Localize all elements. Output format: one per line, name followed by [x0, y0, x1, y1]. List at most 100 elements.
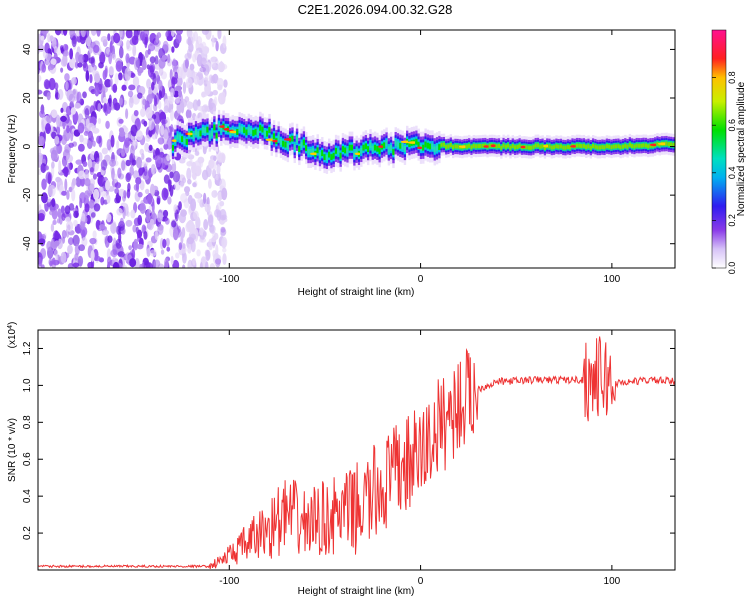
signal-band-cell: [279, 139, 283, 145]
noise-speckle: [223, 79, 228, 88]
noise-speckle: [222, 35, 227, 49]
noise-speckle: [90, 135, 94, 143]
noise-speckle: [124, 80, 128, 87]
noise-speckle: [170, 88, 175, 98]
signal-band-cell: [591, 143, 595, 148]
noise-speckle: [209, 263, 216, 268]
noise-speckle: [44, 42, 50, 54]
noise-speckle: [187, 101, 192, 111]
spectrogram-noise-layer: [38, 30, 228, 268]
noise-speckle: [92, 230, 97, 239]
signal-band-cell: [559, 144, 563, 149]
noise-speckle: [107, 235, 113, 244]
noise-speckle: [60, 205, 65, 214]
noise-speckle: [124, 127, 129, 133]
noise-speckle: [202, 192, 207, 205]
noise-speckle: [74, 102, 82, 109]
signal-band-cell: [378, 148, 381, 155]
signal-band-cell: [619, 145, 622, 150]
noise-speckle: [169, 171, 174, 179]
noise-speckle: [150, 163, 156, 176]
noise-speckle: [172, 58, 177, 71]
signal-band-cell: [628, 142, 632, 147]
noise-speckle: [166, 154, 171, 162]
noise-speckle: [111, 53, 117, 60]
noise-speckle: [38, 74, 42, 83]
signal-band-cell: [263, 130, 267, 137]
noise-speckle: [216, 163, 221, 175]
noise-speckle: [211, 190, 218, 198]
noise-speckle: [97, 117, 102, 125]
snr-y-multiplier: (x104): [7, 322, 19, 349]
signal-peak-spot: [520, 145, 526, 149]
signal-band-cell: [667, 142, 671, 147]
noise-speckle: [146, 78, 152, 89]
noise-speckle: [60, 115, 67, 123]
noise-speckle: [61, 190, 67, 196]
x-tick-label: 0: [418, 576, 424, 587]
noise-speckle: [160, 249, 165, 255]
signal-band-cell: [383, 142, 386, 149]
signal-band-cell: [353, 151, 356, 158]
signal-band-cell: [449, 143, 453, 148]
noise-speckle: [70, 107, 77, 115]
noise-speckle: [83, 130, 90, 136]
signal-band-cell: [637, 143, 641, 148]
spectrogram-frame: [37, 29, 676, 269]
noise-speckle: [162, 40, 169, 51]
noise-speckle: [135, 130, 143, 141]
noise-speckle: [147, 65, 154, 78]
noise-speckle: [61, 229, 67, 239]
y-tick-label: 0.2: [22, 526, 33, 540]
signal-band-cell: [385, 140, 388, 147]
noise-speckle: [78, 143, 85, 152]
noise-speckle: [94, 255, 101, 262]
noise-speckle: [186, 167, 192, 181]
noise-speckle: [184, 58, 189, 69]
x-tick-label: 100: [604, 576, 621, 587]
signal-band-cell: [504, 144, 508, 149]
signal-band-cell: [344, 147, 347, 154]
signal-band-cell: [543, 145, 547, 150]
noise-speckle: [78, 244, 86, 252]
noise-speckle: [94, 85, 100, 97]
noise-speckle: [128, 84, 136, 91]
noise-speckle: [212, 89, 219, 96]
signal-band-cell: [256, 129, 260, 136]
noise-speckle: [196, 100, 200, 106]
noise-speckle: [174, 96, 181, 104]
signal-band-cell: [672, 142, 675, 147]
signal-band-cell: [454, 144, 457, 149]
noise-speckle: [72, 89, 76, 95]
noise-speckle: [74, 252, 79, 261]
noise-speckle: [103, 96, 107, 103]
signal-band-cell: [447, 144, 450, 149]
signal-band-cell: [394, 140, 397, 147]
signal-band-cell: [295, 136, 299, 143]
snr-panel: -100 0 100 0.2 0.4 0.6 0.8 1.0 1.2 Height of st…: [7, 322, 676, 597]
noise-speckle: [108, 66, 115, 76]
noise-speckle: [116, 140, 120, 150]
noise-speckle: [137, 214, 143, 226]
signal-band-cell: [442, 142, 446, 147]
noise-speckle: [201, 30, 209, 35]
noise-speckle: [192, 182, 197, 188]
noise-speckle: [144, 142, 150, 152]
signal-band-cell: [552, 145, 556, 150]
noise-speckle: [67, 79, 73, 91]
noise-speckle: [114, 188, 120, 195]
noise-speckle: [41, 264, 45, 268]
noise-speckle: [141, 152, 145, 160]
noise-speckle: [45, 60, 50, 66]
signal-band-cell: [176, 133, 179, 140]
noise-speckle: [52, 219, 57, 225]
noise-speckle: [216, 202, 222, 211]
signal-band-cell: [536, 143, 540, 148]
noise-speckle: [96, 157, 100, 164]
signal-band-cell: [509, 145, 512, 150]
noise-speckle: [158, 57, 166, 69]
noise-speckle: [41, 63, 47, 73]
noise-speckle: [221, 91, 226, 104]
noise-speckle: [56, 218, 61, 224]
noise-speckle: [204, 261, 209, 268]
